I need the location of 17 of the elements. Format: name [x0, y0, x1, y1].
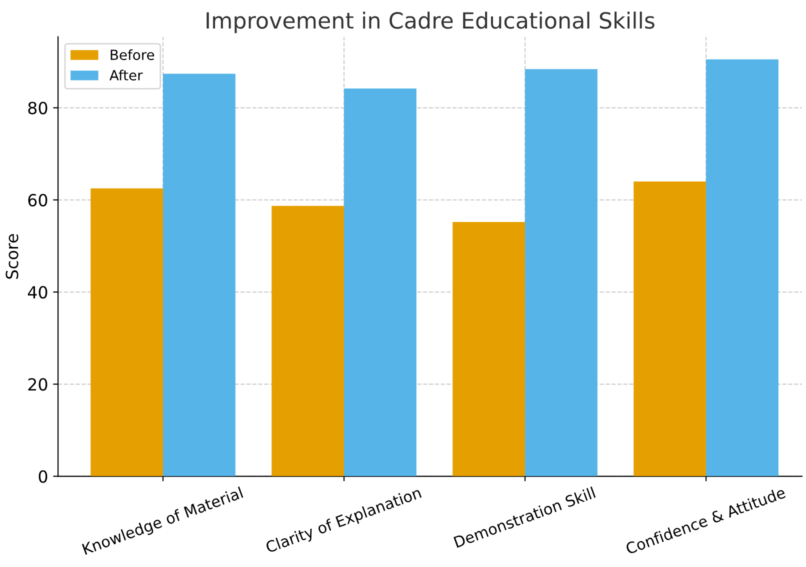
bar — [634, 181, 706, 476]
legend-label: After — [110, 70, 143, 80]
chart-title: Improvement in Cadre Educational Skills — [206, 12, 654, 34]
y-tick-label: 60 — [28, 194, 48, 206]
bar — [272, 206, 344, 476]
bar — [706, 59, 778, 476]
y-tick-label: 0 — [38, 470, 48, 483]
y-axis-title: Score — [6, 234, 18, 279]
bar — [163, 74, 236, 476]
bar — [525, 69, 598, 476]
bar — [344, 88, 416, 476]
legend-label: Before — [110, 49, 154, 60]
y-tick-label: 40 — [28, 286, 48, 299]
bar — [90, 188, 164, 476]
y-tick-label: 80 — [28, 102, 48, 114]
y-tick-label: 20 — [28, 378, 48, 391]
bar — [452, 222, 526, 476]
